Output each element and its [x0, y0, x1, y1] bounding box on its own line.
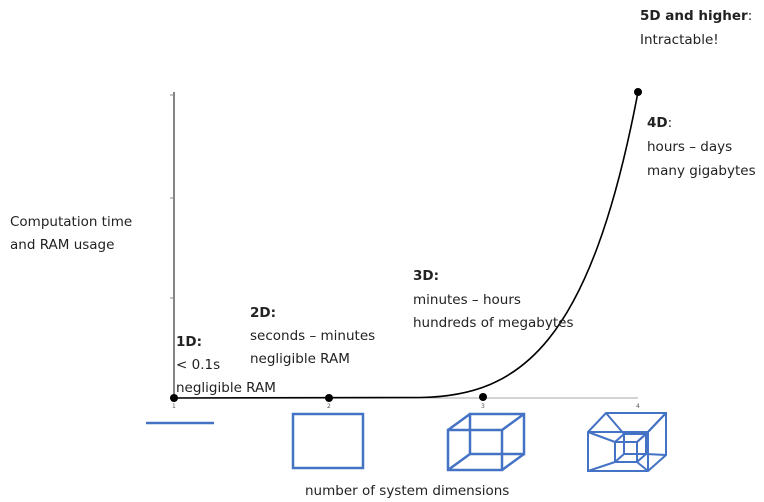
annotation-heading: 3D:	[413, 268, 439, 284]
annotation-heading: 2D:	[250, 305, 276, 321]
icon-cube	[448, 414, 524, 470]
y-axis-label: and RAM usage	[10, 237, 114, 253]
x-tick-label: 4	[636, 403, 640, 410]
x-tick-label: 3	[481, 403, 485, 410]
heading-suffix: :	[748, 8, 753, 24]
annotation-line: many gigabytes	[647, 163, 756, 179]
annotation-line: negligible RAM	[176, 380, 276, 396]
heading-text: 4D	[647, 115, 668, 131]
point	[479, 393, 487, 401]
annotation-heading: 5D and higher:	[640, 8, 752, 24]
annotation-heading: 1D:	[176, 334, 202, 350]
heading-suffix: :	[668, 115, 673, 131]
diagram: 1 2 3 4 Computation time and RAM usage n…	[0, 0, 764, 502]
x-tick-label: 1	[172, 403, 176, 410]
annotation-line: negligible RAM	[250, 351, 350, 367]
y-axis-label: Computation time	[10, 214, 132, 230]
icon-tesseract	[588, 413, 666, 471]
annotation-line: seconds – minutes	[250, 328, 375, 344]
heading-text: 5D and higher	[640, 8, 748, 24]
growth-curve	[174, 92, 638, 398]
annotation-line: minutes – hours	[413, 292, 521, 308]
annotation-line: Intractable!	[640, 32, 719, 48]
icon-square	[293, 414, 363, 468]
annotation-heading: 4D:	[647, 115, 672, 131]
point	[634, 88, 642, 96]
annotation-line: < 0.1s	[176, 357, 220, 373]
point	[325, 394, 333, 402]
x-tick-label: 2	[327, 403, 331, 410]
annotation-line: hundreds of megabytes	[413, 315, 573, 331]
annotation-line: hours – days	[647, 139, 732, 155]
x-axis-label: number of system dimensions	[305, 483, 509, 499]
